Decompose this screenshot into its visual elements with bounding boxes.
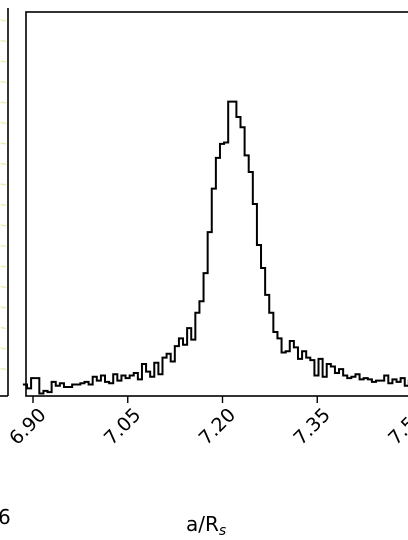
left-panel-mark: [0, 101, 7, 104]
left-panel-mark: [0, 265, 7, 268]
left-panel-mark: [0, 183, 7, 186]
axes-frame: [25, 11, 408, 397]
left-panel-mark: [0, 39, 7, 43]
left-panel-mark: [0, 224, 7, 227]
left-panel-mark: [0, 80, 7, 84]
x-axis-ticks: [32, 396, 318, 403]
left-panel-mark: [0, 306, 7, 309]
x-axis-title-main: a/R: [186, 512, 219, 536]
x-tick-label-6.90: 6.90: [5, 404, 50, 449]
left-panel: 6: [0, 8, 11, 529]
left-panel-mark: [0, 347, 7, 350]
left-panel-mark: [0, 326, 7, 330]
left-panel-mark: [0, 19, 7, 22]
x-axis-title-subscript: s: [219, 523, 226, 539]
histogram-step-line: [22, 100, 408, 395]
x-tick-label-7.20: 7.20: [195, 404, 240, 449]
left-panel-mark: [0, 285, 7, 289]
left-panel-ticks: [0, 19, 7, 371]
x-tick-label-7.50: 7.50: [384, 404, 408, 449]
left-panel-mark: [0, 142, 7, 145]
left-panel-mark: [0, 203, 7, 207]
left-panel-partial-tick-label: 6: [0, 505, 11, 529]
x-axis-title: a/Rs: [186, 512, 226, 539]
left-panel-mark: [0, 162, 7, 166]
left-panel-mark: [0, 121, 7, 125]
x-axis-tick-labels: 6.90 7.05 7.20 7.35 7.50: [5, 404, 408, 449]
main-axes: 6.90 7.05 7.20 7.35 7.50: [5, 11, 408, 449]
left-panel-mark: [0, 244, 7, 248]
left-panel-mark: [0, 60, 7, 63]
x-tick-label-7.05: 7.05: [100, 404, 145, 449]
left-panel-mark: [0, 367, 7, 371]
x-tick-label-7.35: 7.35: [289, 404, 334, 449]
